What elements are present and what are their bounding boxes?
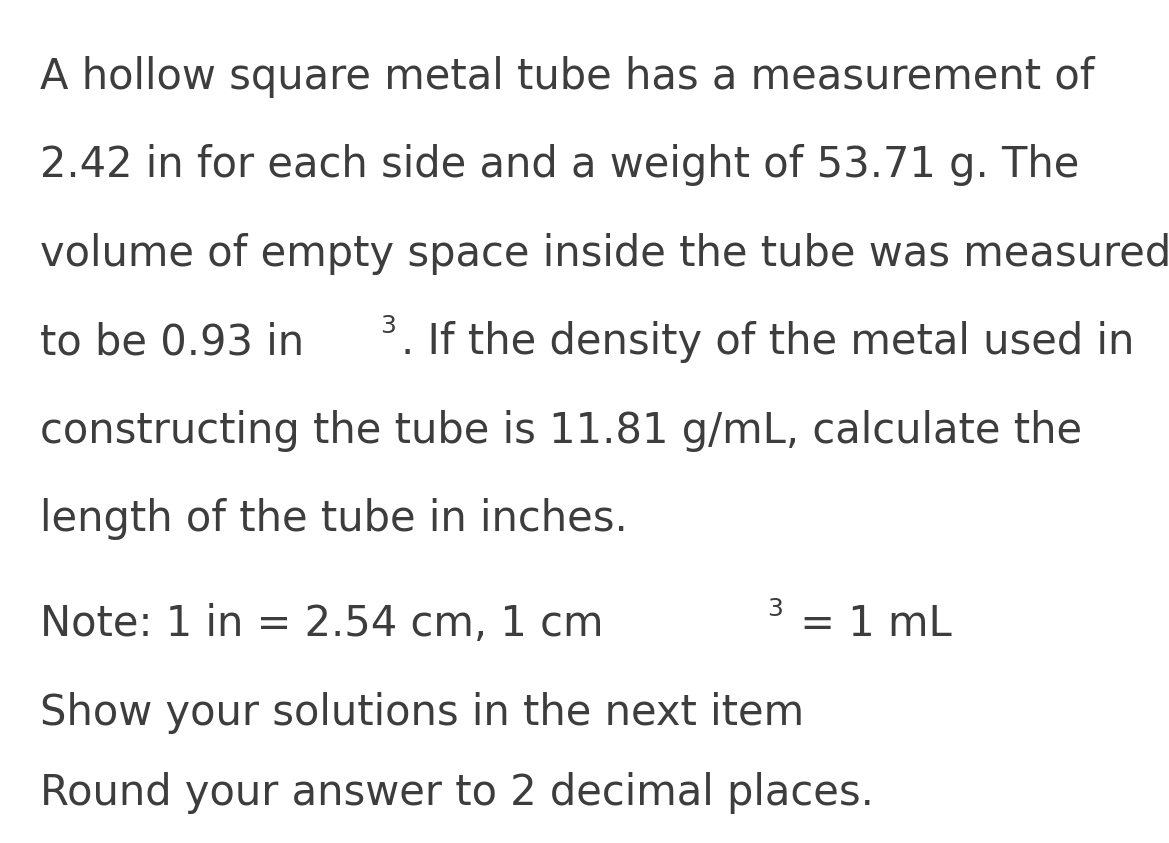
Text: 2.42 in for each side and a weight of 53.71 g. The: 2.42 in for each side and a weight of 53…: [40, 144, 1079, 186]
Text: 3: 3: [767, 597, 783, 620]
Text: Note: 1 in = 2.54 cm, 1 cm: Note: 1 in = 2.54 cm, 1 cm: [40, 604, 603, 646]
Text: to be 0.93 in: to be 0.93 in: [40, 321, 304, 363]
Text: Show your solutions in the next item: Show your solutions in the next item: [40, 692, 804, 734]
Text: constructing the tube is 11.81 g/mL, calculate the: constructing the tube is 11.81 g/mL, cal…: [40, 410, 1081, 452]
Text: . If the density of the metal used in: . If the density of the metal used in: [401, 321, 1134, 363]
Text: volume of empty space inside the tube was measured: volume of empty space inside the tube wa…: [40, 233, 1169, 275]
Text: = 1 mL: = 1 mL: [788, 604, 952, 646]
Text: 3: 3: [381, 314, 396, 338]
Text: length of the tube in inches.: length of the tube in inches.: [40, 498, 628, 540]
Text: A hollow square metal tube has a measurement of: A hollow square metal tube has a measure…: [40, 56, 1094, 98]
Text: Round your answer to 2 decimal places.: Round your answer to 2 decimal places.: [40, 772, 873, 814]
